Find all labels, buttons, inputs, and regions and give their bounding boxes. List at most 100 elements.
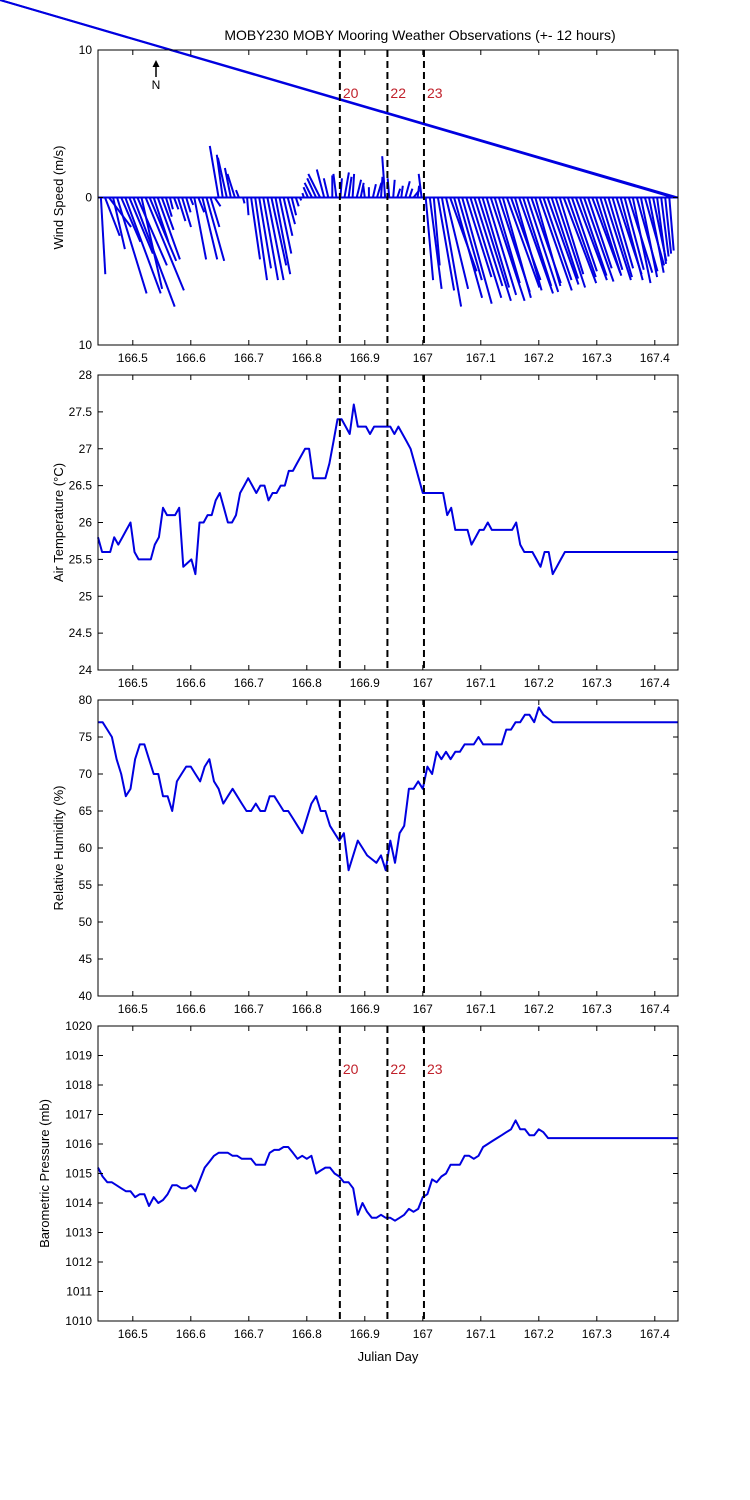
panel-pressure: 20 22 23 166.5 166.6 166.7 166.8 166.9 167 167.1 1… xyxy=(37,1019,679,1364)
y-tick-label: 1012 xyxy=(65,1255,92,1269)
x-tick-label: 167.3 xyxy=(582,351,612,365)
wind-stick xyxy=(648,197,665,273)
wind-stick xyxy=(160,197,175,231)
x-tick-label: 167 xyxy=(413,1002,433,1016)
wind-stick xyxy=(562,197,598,284)
x-tick-label: 167.3 xyxy=(582,676,612,690)
wind-stick xyxy=(181,197,192,228)
y-tick-label: 27.5 xyxy=(69,405,93,419)
wind-stick xyxy=(156,197,181,260)
x-tick-label: 166.5 xyxy=(118,1002,148,1016)
wind-stick xyxy=(294,197,300,207)
x-tick-label: 167.1 xyxy=(466,1002,496,1016)
y-tick-label: 50 xyxy=(79,915,93,929)
wind-stick xyxy=(322,178,330,198)
wind-stick xyxy=(432,197,441,266)
wind-stick xyxy=(205,197,226,262)
wind-stick xyxy=(656,197,667,265)
wind-stick xyxy=(235,189,240,198)
wind-stick xyxy=(359,182,365,198)
wind-stick xyxy=(258,197,272,269)
wind-stick xyxy=(639,197,659,278)
wind-stick xyxy=(274,197,292,275)
wind-stick xyxy=(505,197,541,288)
x-tick-label: 167.3 xyxy=(582,1327,612,1341)
wind-stick xyxy=(440,197,463,307)
y-tick-label: 1016 xyxy=(65,1137,92,1151)
wind-stick xyxy=(246,197,250,216)
wind-stick xyxy=(514,197,543,291)
hour-label: 23 xyxy=(427,1061,443,1077)
wind-stick xyxy=(404,181,411,198)
x-tick-label: 167.3 xyxy=(582,1002,612,1016)
wind-stick xyxy=(408,188,414,198)
y-tick-label: 1014 xyxy=(65,1196,92,1210)
hour-label: 20 xyxy=(343,85,359,101)
wind-stick xyxy=(262,197,279,281)
wind-stick xyxy=(400,185,404,198)
x-tick-label: 166.5 xyxy=(118,1327,148,1341)
wind-stick xyxy=(465,197,493,278)
wind-stick xyxy=(376,182,383,198)
wind-stick xyxy=(164,197,173,217)
wind-stick xyxy=(185,197,192,213)
panel-air_temp: 166.5 166.6 166.7 166.8 166.9 167 167.1 167.2 16… xyxy=(51,368,679,690)
wind-stick xyxy=(208,145,220,198)
wind-stick xyxy=(518,197,554,294)
wind-stick xyxy=(266,197,285,281)
wind-stick xyxy=(120,197,142,243)
wind-stick xyxy=(501,197,532,299)
wind-stick xyxy=(332,173,338,198)
wind-stick xyxy=(546,197,580,285)
y-tick-label: 40 xyxy=(79,989,93,1003)
wind-stick xyxy=(424,197,435,281)
x-tick-label: 166.6 xyxy=(176,1002,206,1016)
wind-stick xyxy=(583,197,615,282)
wind-stick xyxy=(343,172,350,198)
x-tick-label: 167.2 xyxy=(524,1327,554,1341)
x-tick-label: 167.2 xyxy=(524,676,554,690)
y-axis-label: Wind Speed (m/s) xyxy=(51,145,66,249)
wind-stick xyxy=(282,197,294,237)
y-tick-label: 24.5 xyxy=(69,626,93,640)
x-tick-label: 166.8 xyxy=(292,1327,322,1341)
wind-stick xyxy=(477,197,512,302)
y-tick-label: 0 xyxy=(85,191,92,205)
x-tick-label: 167.1 xyxy=(466,676,496,690)
wind-stick xyxy=(660,197,670,257)
y-axis-label: Air Temperature (°C) xyxy=(51,463,66,582)
wind-stick xyxy=(599,197,624,271)
x-tick-label: 166.9 xyxy=(350,1002,380,1016)
x-tick-label: 166.9 xyxy=(350,351,380,365)
x-tick-label: 166.8 xyxy=(292,351,322,365)
wind-stick xyxy=(108,196,132,228)
wind-stick xyxy=(189,197,195,206)
wind-stick xyxy=(631,197,652,284)
wind-stick xyxy=(489,197,526,302)
wind-stick xyxy=(603,197,632,281)
figure-title: MOBY230 MOBY Mooring Weather Observation… xyxy=(224,27,615,43)
series-line-air_temp xyxy=(97,403,678,576)
x-tick-label: 167.4 xyxy=(640,351,670,365)
wind-stick xyxy=(371,183,377,198)
wind-stick xyxy=(542,197,573,281)
y-tick-label: 1015 xyxy=(65,1167,92,1181)
wind-stick xyxy=(493,197,521,284)
wind-stick xyxy=(574,197,608,281)
wind-stick xyxy=(302,186,309,198)
y-tick-label: 1011 xyxy=(66,1285,92,1299)
wind-stick xyxy=(619,197,644,281)
wind-stick xyxy=(538,197,573,291)
wind-stick xyxy=(428,197,443,290)
y-tick-label: 27 xyxy=(79,442,93,456)
y-tick-label: 1018 xyxy=(65,1078,92,1092)
x-tick-label: 167.2 xyxy=(524,351,554,365)
panel-humidity: 166.5 166.6 166.7 166.8 166.9 167 167.1 167.2 16… xyxy=(51,693,679,1016)
wind-stick xyxy=(362,185,366,198)
wind-stick xyxy=(347,176,353,198)
wind-stick xyxy=(315,169,326,198)
wind-stick xyxy=(209,197,221,228)
x-tick-label: 166.6 xyxy=(176,676,206,690)
wind-stick xyxy=(99,197,107,275)
